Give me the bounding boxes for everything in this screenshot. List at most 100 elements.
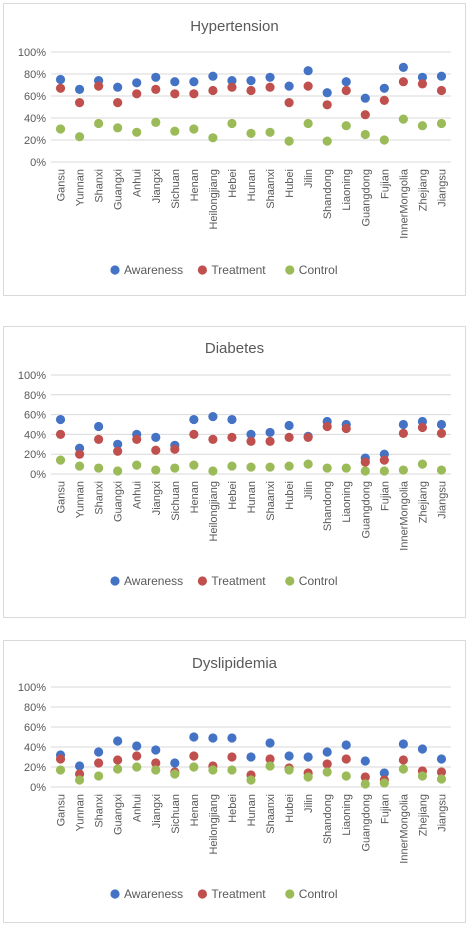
point-treatment-anhui <box>132 89 142 99</box>
x-tick-label: Jiangsu <box>436 169 448 207</box>
y-tick-label: 20% <box>24 449 46 461</box>
y-tick-label: 0% <box>30 469 46 481</box>
legend-label-awareness: Awareness <box>124 574 183 588</box>
x-tick-label: Guangdong <box>360 481 372 539</box>
point-control-heilongjiang <box>208 466 218 476</box>
point-control-guangdong <box>360 779 370 789</box>
x-tick-label: Guangxi <box>113 169 125 210</box>
legend-label-treatment: Treatment <box>211 887 266 901</box>
point-treatment-shandong <box>322 100 332 110</box>
x-tick-label: Gansu <box>56 169 68 201</box>
point-control-hubei <box>284 461 294 471</box>
point-control-guangdong <box>360 129 370 140</box>
point-awareness-jiangsu <box>436 419 447 430</box>
legend-label-awareness: Awareness <box>124 887 183 901</box>
legend-marker-control <box>285 889 295 899</box>
point-awareness-liaoning <box>341 740 351 750</box>
y-tick-label: 80% <box>24 702 46 714</box>
legend-marker-awareness <box>110 889 120 899</box>
point-treatment-henan <box>189 89 199 99</box>
point-treatment-shaanxi <box>265 82 275 92</box>
point-awareness-innermongolia <box>398 739 408 749</box>
point-awareness-hunan <box>246 76 256 86</box>
point-control-jilin <box>303 772 313 782</box>
x-tick-label: Heilongjiang <box>208 169 220 230</box>
x-tick-label: Zhejiang <box>417 481 429 523</box>
point-control-sichuan <box>170 126 180 136</box>
point-awareness-hunan <box>246 752 256 762</box>
x-tick-label: Hebei <box>227 481 239 510</box>
point-awareness-hubei <box>284 81 294 91</box>
point-awareness-heilongjiang <box>208 411 218 422</box>
point-control-anhui <box>132 127 142 137</box>
point-treatment-guangdong <box>360 110 370 120</box>
legend-label-control: Control <box>299 887 338 901</box>
point-control-hebei <box>227 118 237 129</box>
x-tick-label: Shaanxi <box>265 169 277 209</box>
x-tick-label: Hubei <box>284 169 296 198</box>
point-awareness-heilongjiang <box>208 71 218 81</box>
x-tick-label: Jiangxi <box>151 481 163 515</box>
point-treatment-shanxi <box>94 434 104 444</box>
x-tick-label: Jilin <box>303 481 315 500</box>
x-tick-label: Heilongjiang <box>208 794 220 855</box>
point-control-hebei <box>227 765 237 775</box>
x-tick-label: Jiangsu <box>436 481 448 519</box>
point-treatment-hebei <box>227 752 237 762</box>
y-tick-label: 0% <box>30 157 46 169</box>
legend-label-control: Control <box>299 263 338 277</box>
point-control-guangxi <box>113 123 123 133</box>
point-treatment-shanxi <box>94 81 104 91</box>
x-tick-label: Yunnan <box>75 481 87 518</box>
x-tick-label: Fujian <box>379 481 391 511</box>
point-treatment-anhui <box>132 751 142 761</box>
point-control-fujian <box>379 778 389 788</box>
point-awareness-hebei <box>227 414 237 425</box>
point-treatment-jiangxi <box>151 84 161 94</box>
legend-marker-treatment <box>197 889 207 899</box>
x-tick-label: Sichuan <box>170 794 182 834</box>
point-treatment-jilin <box>303 81 313 91</box>
y-tick-label: 20% <box>24 762 46 774</box>
point-awareness-fujian <box>379 83 389 93</box>
point-control-shanxi <box>94 118 104 129</box>
point-treatment-shaanxi <box>265 754 275 764</box>
point-control-zhejiang <box>417 459 428 469</box>
point-awareness-henan <box>189 414 199 425</box>
x-tick-label: InnerMongolia <box>398 480 410 551</box>
point-control-jiangsu <box>436 118 447 129</box>
x-tick-label: Sichuan <box>170 169 182 209</box>
point-awareness-jiangsu <box>436 71 447 81</box>
x-tick-label: InnerMongolia <box>398 793 410 864</box>
point-control-jilin <box>303 118 313 129</box>
point-treatment-sichuan <box>170 444 180 454</box>
legend-label-treatment: Treatment <box>211 263 266 277</box>
point-control-hunan <box>246 462 256 472</box>
point-control-gansu <box>55 765 66 775</box>
point-control-fujian <box>379 135 389 145</box>
point-awareness-guangdong <box>360 93 370 103</box>
x-tick-label: Henan <box>189 481 201 513</box>
x-tick-label: Henan <box>189 169 201 201</box>
point-control-heilongjiang <box>208 765 218 775</box>
x-tick-label: Gansu <box>56 794 68 826</box>
point-control-guangxi <box>113 466 123 476</box>
chart-title: Hypertension <box>190 18 278 35</box>
point-treatment-zhejiang <box>417 79 428 89</box>
point-control-yunnan <box>74 775 85 785</box>
point-awareness-innermongolia <box>398 62 408 72</box>
point-treatment-hunan <box>246 85 256 96</box>
point-control-sichuan <box>170 769 180 779</box>
x-tick-label: Anhui <box>132 794 144 822</box>
x-tick-label: Shanxi <box>94 169 106 203</box>
point-awareness-henan <box>189 732 199 742</box>
point-treatment-guangxi <box>113 755 123 765</box>
chart-panel-hypertension: Hypertension 0% 20% 40% 60% 80% 100% Gansu Yunna… <box>3 3 466 296</box>
point-control-shanxi <box>94 463 104 473</box>
x-tick-label: InnerMongolia <box>398 168 410 239</box>
x-tick-label: Liaoning <box>341 794 353 836</box>
point-awareness-anhui <box>132 741 142 751</box>
point-treatment-shandong <box>322 759 332 769</box>
point-awareness-shanxi <box>94 421 104 432</box>
point-awareness-guangdong <box>360 756 370 766</box>
